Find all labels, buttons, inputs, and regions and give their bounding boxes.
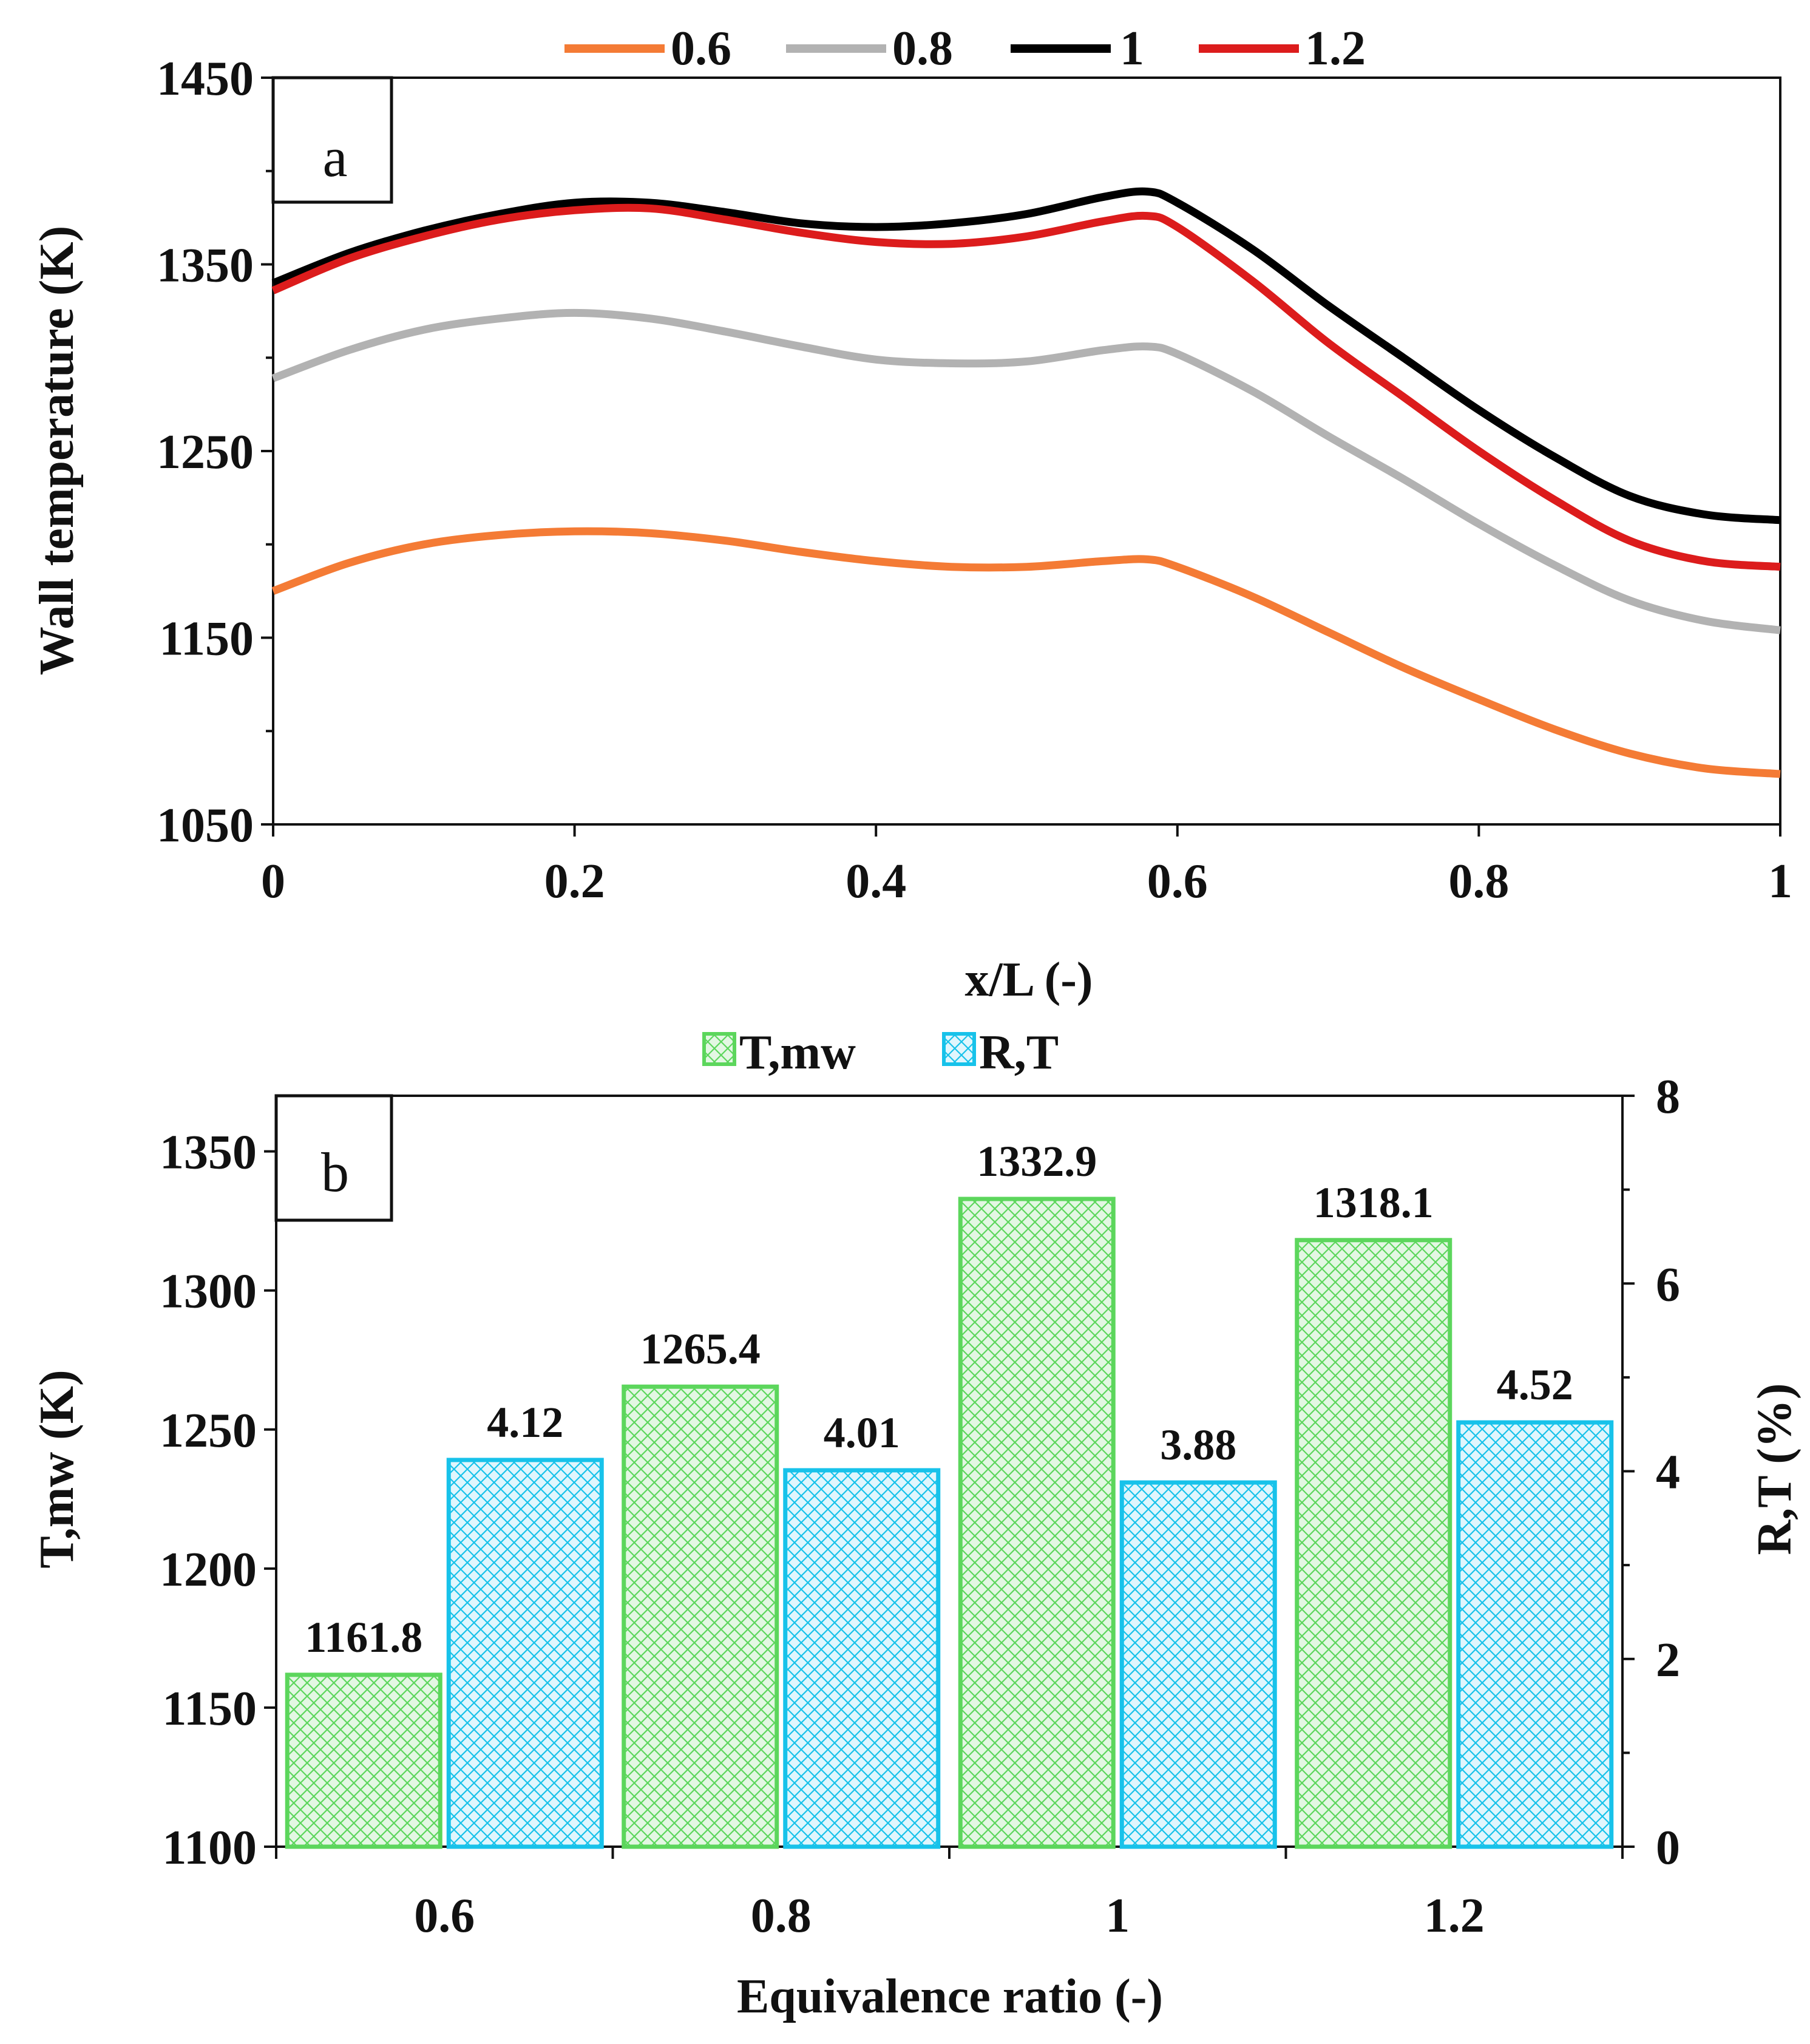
y-tick-label-1300: 1300 bbox=[160, 1265, 257, 1319]
x-tick-label-0-8: 0.8 bbox=[751, 1889, 812, 1943]
series-line-0-8 bbox=[271, 308, 1781, 634]
y-tick-label-1450: 1450 bbox=[157, 52, 254, 106]
x-tick-label-0.8: 0.8 bbox=[1448, 855, 1509, 908]
legend-swatch-tmw bbox=[702, 1032, 736, 1066]
bar-t-mw-0-6 bbox=[285, 1672, 442, 1849]
panel-a-x-axis-title: x/L (-) bbox=[964, 953, 1093, 1007]
x-tick-label-0-6: 0.6 bbox=[414, 1889, 475, 1943]
legend-swatch-rt bbox=[942, 1032, 976, 1066]
panel-a-label: a bbox=[323, 126, 348, 188]
y-tick-label-1350: 1350 bbox=[157, 239, 254, 293]
panel-a-series bbox=[271, 187, 1781, 778]
legend-label-0.8: 0.8 bbox=[892, 22, 953, 75]
panel-b-label: b bbox=[321, 1141, 349, 1203]
legend-label-tmw: T,mw bbox=[739, 1026, 856, 1079]
y2-tick-label-8: 8 bbox=[1656, 1070, 1680, 1124]
panel-a-plot-frame bbox=[272, 76, 1781, 826]
x-tick-label-1-2: 1.2 bbox=[1424, 1889, 1485, 1943]
legend-item-1: 1 bbox=[1011, 22, 1144, 75]
x-tick-label-1: 1 bbox=[1105, 1889, 1130, 1943]
series-line-1 bbox=[271, 187, 1781, 525]
panel-b-x-axis: 0.6 0.8 1 1.2 bbox=[275, 1847, 1624, 1943]
legend-label-rt: R,T bbox=[979, 1026, 1059, 1079]
panel-b-label-frame bbox=[274, 1094, 393, 1222]
data-label-r-t-0-6: 4.12 bbox=[487, 1398, 563, 1447]
bar-r-t-0-6 bbox=[446, 1458, 604, 1849]
data-label-r-t-1: 3.88 bbox=[1160, 1421, 1236, 1469]
legend-label-1.2: 1.2 bbox=[1305, 22, 1366, 75]
y-tick-label-1250: 1250 bbox=[160, 1404, 257, 1458]
y2-tick-label-4: 4 bbox=[1656, 1446, 1680, 1499]
panel-b-label-box: b bbox=[274, 1094, 393, 1222]
data-label-t-mw-0-6: 1161.8 bbox=[305, 1613, 422, 1662]
data-label-t-mw-1-2: 1318.1 bbox=[1313, 1178, 1434, 1227]
y-tick-label-1100: 1100 bbox=[162, 1821, 257, 1875]
series-line-0-6 bbox=[271, 527, 1781, 778]
panel-b-bars: 1161.8 1265.4 1332.9 1318.1 4.12 4.01 3.88 4.52 bbox=[285, 1137, 1614, 1849]
panel-a-x-axis: 0 0.2 0.4 0.6 0.8 1 bbox=[261, 824, 1792, 908]
y-tick-label-1350: 1350 bbox=[160, 1126, 257, 1180]
x-tick-label-0.2: 0.2 bbox=[544, 855, 605, 908]
panel-b-right-axis: 0 2 4 6 8 bbox=[1622, 1070, 1680, 1875]
data-label-r-t-1-2: 4.52 bbox=[1497, 1360, 1573, 1409]
legend-item-0.6: 0.6 bbox=[564, 22, 731, 75]
bar-t-mw-1-2 bbox=[1295, 1238, 1452, 1849]
panel-b-left-axis: 1100 1150 1200 1250 1300 1350 bbox=[160, 1126, 276, 1875]
data-label-r-t-0-8: 4.01 bbox=[824, 1408, 900, 1457]
panel-b-y2-axis-title: R,T (%) bbox=[1748, 1384, 1802, 1555]
y2-tick-label-2: 2 bbox=[1656, 1634, 1680, 1687]
data-label-t-mw-1: 1332.9 bbox=[977, 1137, 1097, 1186]
legend-label-0.6: 0.6 bbox=[671, 22, 731, 75]
bar-t-mw-0-8 bbox=[622, 1384, 779, 1849]
data-label-t-mw-0-8: 1265.4 bbox=[640, 1325, 761, 1373]
legend-item-1.2: 1.2 bbox=[1199, 22, 1366, 75]
panel-b-y-axis-title: T,mw (K) bbox=[30, 1370, 84, 1568]
panel-a-label-box: a bbox=[271, 76, 393, 204]
panel-a-legend: 0.6 0.8 1 1.2 bbox=[564, 22, 1366, 75]
y2-tick-label-6: 6 bbox=[1656, 1258, 1680, 1311]
x-tick-label-0: 0 bbox=[261, 855, 285, 908]
legend-item-tmw: T,mw bbox=[702, 1026, 856, 1079]
panel-a-label-frame bbox=[271, 76, 393, 204]
series-line-1-2 bbox=[271, 203, 1781, 571]
panel-b-legend: T,mw R,T bbox=[702, 1026, 1059, 1079]
x-tick-label-0.6: 0.6 bbox=[1147, 855, 1208, 908]
panel-a-y-axis: 1050 1150 1250 1350 1450 bbox=[157, 52, 273, 852]
y-tick-label-1250: 1250 bbox=[157, 426, 254, 479]
bar-r-t-1-2 bbox=[1456, 1420, 1614, 1849]
panel-b-x-axis-title: Equivalence ratio (-) bbox=[737, 1970, 1163, 2023]
panel-a-y-axis-title: Wall temperature (K) bbox=[30, 226, 84, 676]
y-tick-label-1050: 1050 bbox=[157, 799, 254, 852]
y-tick-label-1150: 1150 bbox=[159, 613, 254, 666]
legend-label-1: 1 bbox=[1120, 22, 1144, 75]
y-tick-label-1150: 1150 bbox=[162, 1682, 257, 1736]
legend-item-rt: R,T bbox=[942, 1026, 1059, 1079]
x-tick-label-0.4: 0.4 bbox=[846, 855, 906, 908]
legend-item-0.8: 0.8 bbox=[786, 22, 953, 75]
bar-r-t-1 bbox=[1119, 1480, 1277, 1849]
bar-r-t-0-8 bbox=[783, 1468, 941, 1849]
y2-tick-label-0: 0 bbox=[1656, 1821, 1680, 1875]
bar-t-mw-1 bbox=[958, 1197, 1116, 1849]
y-tick-label-1200: 1200 bbox=[160, 1543, 257, 1597]
x-tick-label-1: 1 bbox=[1768, 855, 1792, 908]
